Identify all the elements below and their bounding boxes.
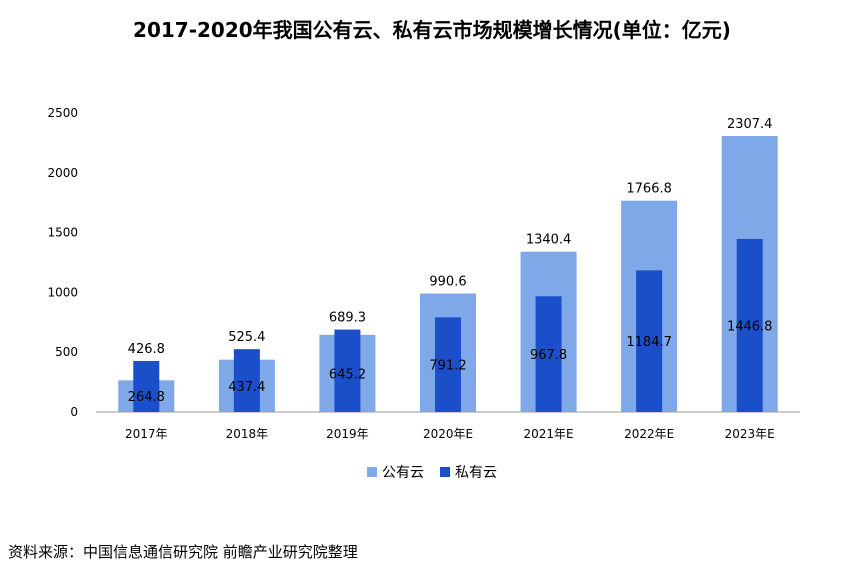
bar-private	[636, 270, 663, 412]
y-tick-label: 2000	[47, 166, 78, 180]
bar-inner-label: 967.8	[530, 348, 567, 363]
bar-inner-label: 791.2	[429, 359, 466, 374]
legend-label-public: 公有云	[382, 465, 424, 481]
x-axis: 2017年 2018年 2019年 2020年E 2021年E 2022年E 2023年E	[125, 427, 775, 441]
bar-inner-label: 1184.7	[626, 335, 672, 350]
y-tick-label: 500	[55, 345, 78, 359]
x-tick-label: 2020年E	[423, 427, 473, 441]
x-tick-label: 2021年E	[524, 427, 574, 441]
bar-top-label: 990.6	[429, 275, 466, 290]
x-tick-label: 2017年	[125, 427, 168, 441]
bar-private	[435, 317, 461, 412]
bar-private	[736, 238, 763, 412]
bar-private	[233, 349, 260, 412]
legend-item-private: 私有云	[440, 462, 497, 482]
bar-inner-label: 645.2	[329, 367, 366, 382]
bar-private	[133, 360, 160, 412]
y-tick-label: 0	[70, 405, 78, 419]
bar-top-label: 525.4	[228, 330, 265, 345]
bar-private	[334, 329, 361, 412]
legend-swatch-private	[440, 467, 450, 477]
bar-inner-label: 1446.8	[727, 319, 773, 334]
bar-inner-label: 437.4	[228, 380, 265, 395]
legend: 公有云 私有云	[0, 462, 864, 482]
bar-top-label: 1340.4	[526, 233, 572, 248]
x-tick-label: 2019年	[326, 427, 369, 441]
bar-top-label: 1766.8	[626, 182, 672, 197]
y-tick-label: 1000	[47, 285, 78, 299]
legend-swatch-public	[367, 467, 377, 477]
source-note: 资料来源：中国信息通信研究院 前瞻产业研究院整理	[8, 543, 358, 561]
y-axis: 0 500 1000 1500 2000 2500	[47, 106, 78, 419]
bar-top-label: 689.3	[329, 311, 366, 326]
bar-inner-label: 264.8	[128, 390, 165, 405]
chart-title: 2017-2020年我国公有云、私有云市场规模增长情况(单位：亿元)	[133, 18, 731, 42]
x-tick-label: 2023年E	[725, 427, 775, 441]
x-tick-label: 2018年	[226, 427, 269, 441]
y-tick-label: 2500	[47, 106, 78, 120]
bar-top-label: 2307.4	[727, 117, 773, 132]
bar-top-label: 426.8	[128, 342, 165, 357]
bar-private	[535, 296, 562, 412]
bars: 426.8 264.8 525.4 437.4 689.3 645.2 990.6 791.2…	[118, 117, 778, 412]
legend-item-public: 公有云	[367, 462, 424, 482]
x-tick-label: 2022年E	[624, 427, 674, 441]
y-tick-label: 1500	[47, 226, 78, 240]
legend-label-private: 私有云	[455, 465, 497, 481]
